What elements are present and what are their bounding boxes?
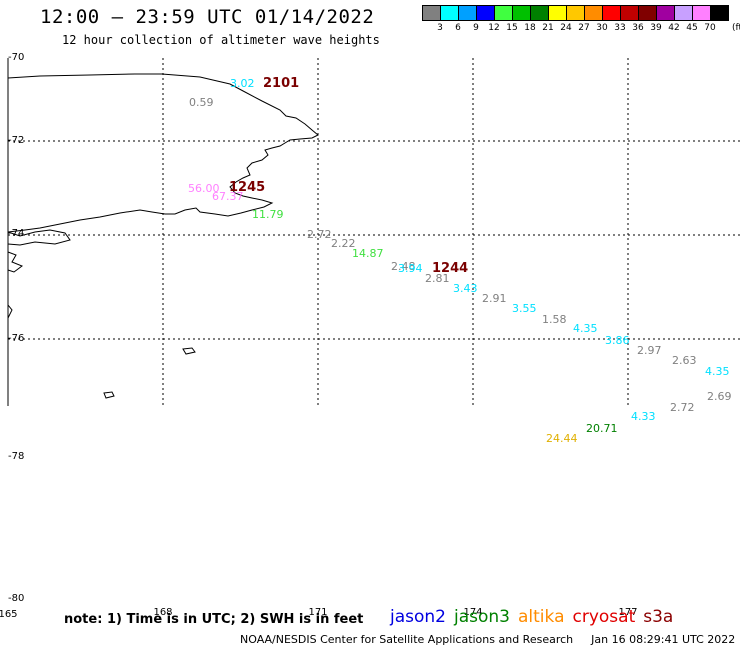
legend-label: 42 bbox=[668, 23, 680, 33]
wave-height-label: 3.43 bbox=[453, 282, 478, 295]
legend-label: 39 bbox=[650, 23, 662, 33]
legend-label: 30 bbox=[596, 23, 608, 33]
wave-height-label: 3.55 bbox=[512, 302, 537, 315]
coastline-cape bbox=[7, 251, 24, 273]
wave-height-label: 20.71 bbox=[586, 422, 618, 435]
wave-height-label: 11.79 bbox=[252, 208, 284, 221]
legend-swatch bbox=[585, 5, 603, 21]
legend-label: 12 bbox=[488, 23, 500, 33]
time-marker: 1245 bbox=[229, 180, 266, 195]
grid-lines bbox=[8, 58, 740, 406]
legend-swatch bbox=[495, 5, 513, 21]
lon-label: 177 bbox=[618, 607, 638, 618]
lat-label: -76 bbox=[8, 333, 25, 344]
legend-swatch bbox=[621, 5, 639, 21]
credit-text: NOAA/NESDIS Center for Satellite Applica… bbox=[240, 633, 574, 646]
legend-swatch bbox=[459, 5, 477, 21]
time-marker: 2101 bbox=[263, 76, 300, 91]
legend-swatch bbox=[711, 5, 729, 21]
legend-swatch bbox=[567, 5, 585, 21]
lat-label: -74 bbox=[8, 228, 25, 239]
legend-label: 21 bbox=[542, 23, 554, 33]
wave-height-label: 4.35 bbox=[573, 322, 598, 335]
legend-swatch bbox=[657, 5, 675, 21]
legend-swatch bbox=[441, 5, 459, 21]
lat-label: -80 bbox=[8, 593, 25, 604]
satellite-name: jason2 bbox=[390, 607, 446, 627]
lat-label: -70 bbox=[8, 52, 25, 63]
wave-height-label: 4.35 bbox=[705, 365, 730, 378]
wave-height-label: 24.44 bbox=[546, 432, 578, 445]
island-1 bbox=[182, 347, 196, 355]
legend-label: 24 bbox=[560, 23, 572, 33]
lon-label: 171 bbox=[308, 607, 328, 618]
footer-credit: NOAA/NESDIS Center for Satellite Applica… bbox=[240, 633, 735, 646]
wave-height-label: 2.63 bbox=[672, 354, 697, 367]
legend-swatch bbox=[639, 5, 657, 21]
coastline bbox=[7, 73, 319, 399]
legend-label: 36 bbox=[632, 23, 644, 33]
wave-height-label: 56.00 bbox=[188, 182, 220, 195]
wave-height-label: 2.91 bbox=[482, 292, 507, 305]
lat-label: -72 bbox=[8, 135, 25, 146]
footer-note: note: 1) Time is in UTC; 2) SWH is in fe… bbox=[64, 612, 364, 627]
lat-label: -78 bbox=[8, 451, 25, 462]
legend-label: 27 bbox=[578, 23, 590, 33]
coastline-victoria-land bbox=[7, 73, 319, 233]
wave-height-label: 2.22 bbox=[331, 237, 356, 250]
wave-height-label: 2.69 bbox=[707, 390, 732, 403]
legend-swatch bbox=[422, 5, 441, 21]
satellite-name: cryosat bbox=[572, 607, 636, 627]
wave-height-label: 2.72 bbox=[307, 228, 332, 241]
legend-label: 70 bbox=[704, 23, 716, 33]
legend-label: 6 bbox=[455, 23, 461, 33]
page-title: 12:00 – 23:59 UTC 01/14/2022 bbox=[40, 6, 375, 28]
satellite-name: jason3 bbox=[454, 607, 510, 627]
legend-swatch bbox=[603, 5, 621, 21]
wave-height-label: 4.33 bbox=[631, 410, 656, 423]
satellite-name: s3a bbox=[643, 607, 674, 627]
legend-swatches bbox=[422, 5, 729, 21]
wave-height-label: 14.87 bbox=[352, 247, 384, 260]
island-2 bbox=[103, 391, 115, 399]
timestamp-text: Jan 16 08:29:41 UTC 2022 bbox=[591, 633, 736, 646]
legend-swatch bbox=[549, 5, 567, 21]
legend-swatch bbox=[531, 5, 549, 21]
page-subtitle: 12 hour collection of altimeter wave hei… bbox=[62, 33, 380, 47]
legend-label: 3 bbox=[437, 23, 443, 33]
wave-height-label: 2.97 bbox=[637, 344, 662, 357]
legend-label: 45 bbox=[686, 23, 698, 33]
wave-height-label: 2.72 bbox=[670, 401, 695, 414]
satellite-name: altika bbox=[518, 607, 565, 627]
island-3 bbox=[7, 304, 13, 319]
wave-height-label: 2.81 bbox=[425, 272, 450, 285]
legend-swatch bbox=[675, 5, 693, 21]
coastline-inlet bbox=[7, 229, 71, 246]
legend-label: 9 bbox=[473, 23, 479, 33]
wave-height-label: 1.58 bbox=[542, 313, 567, 326]
wave-height-label: 3.86 bbox=[605, 334, 630, 347]
legend-unit: (ft) bbox=[732, 23, 740, 33]
wave-height-label: 0.59 bbox=[189, 96, 214, 109]
legend-label: 15 bbox=[506, 23, 518, 33]
satellite-legend: jason2 jason3 altika cryosat s3a bbox=[390, 607, 681, 627]
wave-height-label: 67.37 bbox=[212, 190, 244, 203]
wave-height-label: 3.94 bbox=[398, 262, 423, 275]
time-marker: 1244 bbox=[432, 261, 469, 276]
wave-height-label: 2.48 bbox=[391, 260, 416, 273]
lon-label: 165 bbox=[0, 609, 18, 620]
lon-label: 174 bbox=[463, 607, 483, 618]
lon-label: 168 bbox=[153, 607, 173, 618]
wave-height-label: 3.02 bbox=[230, 77, 255, 90]
legend-label: 18 bbox=[524, 23, 536, 33]
legend-label: 33 bbox=[614, 23, 626, 33]
legend-swatch bbox=[477, 5, 495, 21]
legend-swatch bbox=[513, 5, 531, 21]
legend-swatch bbox=[693, 5, 711, 21]
